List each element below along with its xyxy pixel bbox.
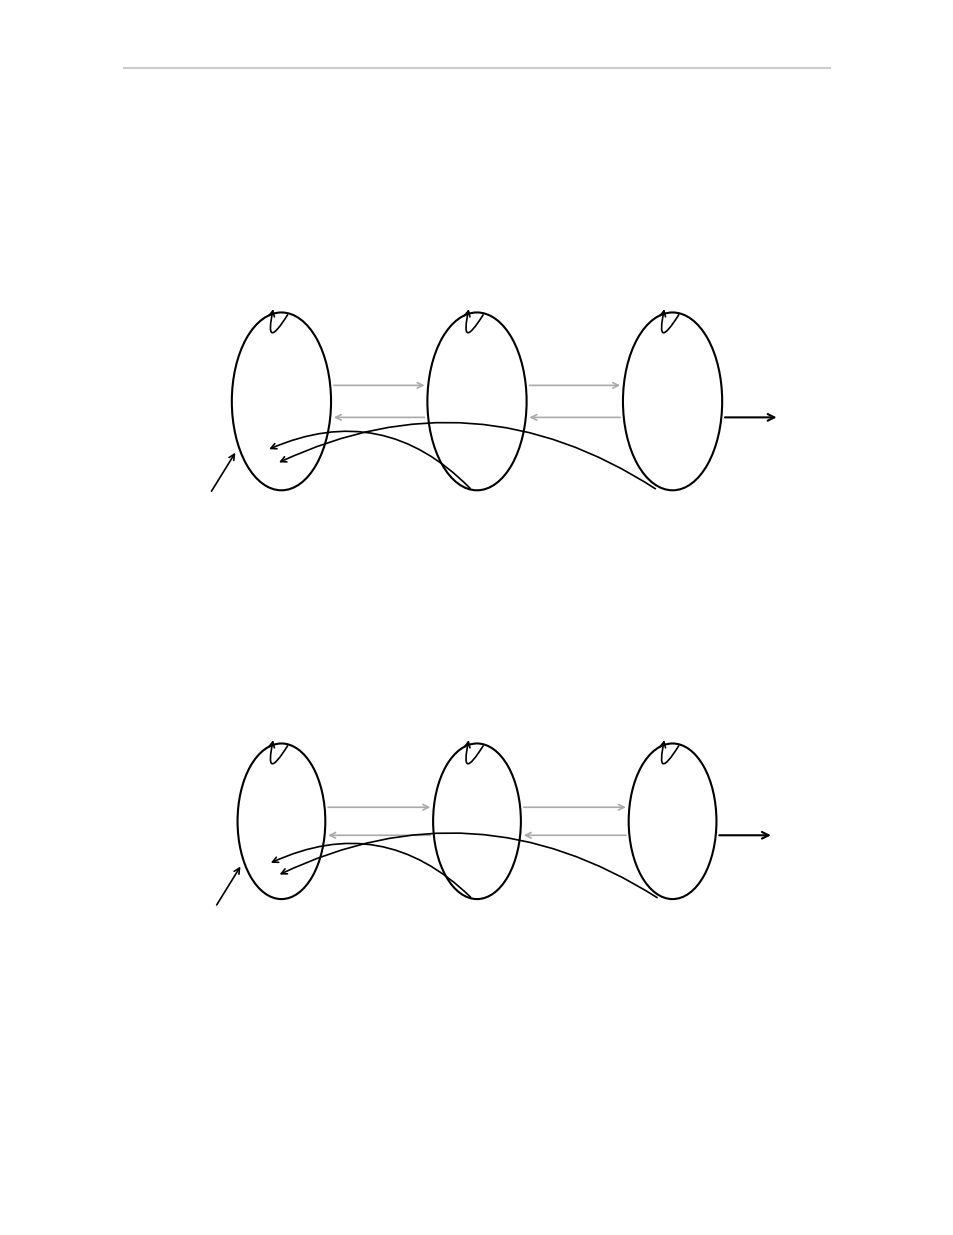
FancyArrowPatch shape [464,742,482,763]
FancyArrowPatch shape [464,311,482,332]
FancyArrowPatch shape [273,844,470,897]
Ellipse shape [427,312,526,490]
Ellipse shape [433,743,520,899]
FancyArrowPatch shape [269,742,287,763]
FancyArrowPatch shape [280,422,655,489]
Ellipse shape [628,743,716,899]
Ellipse shape [622,312,721,490]
FancyArrowPatch shape [659,742,678,763]
FancyArrowPatch shape [269,311,287,332]
FancyArrowPatch shape [281,832,657,898]
FancyArrowPatch shape [659,311,678,332]
FancyArrowPatch shape [271,431,470,488]
Ellipse shape [232,312,331,490]
Ellipse shape [237,743,325,899]
